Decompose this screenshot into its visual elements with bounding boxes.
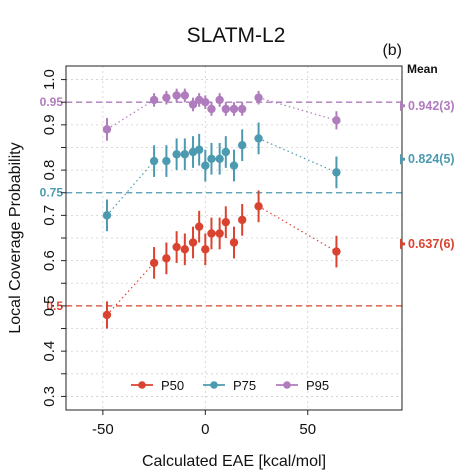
axes: 0.3 0.4 0.5 0.6 0.7 0.8 0.9 1.0 -50 0 50 [41,69,316,438]
panel-label: (b) [382,42,402,59]
x-tick-label: 50 [299,421,316,438]
y-tick-label: 0.6 [41,250,58,271]
legend: P50 P75 P95 [131,378,329,393]
y-axis-label: Local Coverage Probability [7,142,24,333]
p75-point [229,161,239,170]
connector-lines [106,97,337,316]
p95-point [229,104,239,114]
p95-point [215,95,224,105]
p50-point [237,215,247,225]
p75-point [180,150,190,159]
p95-point [172,91,181,100]
y-tick-label: 0.9 [41,114,58,135]
p50-point [254,202,263,211]
y-tick-label: 1.0 [41,69,58,90]
p50-point [172,242,181,252]
p50-point [102,310,112,320]
y-tick-label: 0.3 [41,386,58,407]
p50-point [221,217,231,227]
p50-point [149,258,159,268]
p95-point [254,93,263,102]
p75-point [207,154,216,163]
mean-labels: 0.637(6) 0.824(5) 0.942(3) [400,99,455,251]
target-lines: 0.5 0.75 0.95 [40,95,402,313]
p75-point [254,134,263,143]
p50-mean-label: 0.637(6) [408,237,455,251]
p50-point [162,254,171,263]
legend-p75-marker [210,381,218,389]
y-tick-label: 0.7 [41,205,58,226]
p75-point [149,156,159,166]
p75-point [332,168,341,177]
p75-connector [106,160,155,216]
legend-p50-marker [138,381,146,389]
p95-point [237,104,247,114]
p75-point [237,141,247,150]
p95-point [221,104,231,114]
p75-mean-label: 0.824(5) [408,152,455,166]
p95-point [188,100,198,109]
grid [66,66,402,410]
p75-target-label: 0.75 [40,186,64,200]
p75-point [172,150,181,159]
y-tick-label: 0.4 [41,341,58,362]
p50-point [229,238,239,247]
x-tick-label: -50 [92,421,114,438]
p50-point [201,245,210,254]
p50-point [194,222,204,231]
y-tick-label: 0.8 [41,160,58,181]
x-tick-label: 0 [201,421,209,438]
p50-point [215,229,224,238]
mean-header: Mean [407,62,438,76]
p50-connector [106,262,155,316]
p95-connector [258,97,337,121]
p95-point [207,104,216,114]
x-axis-label: Calculated EAE [kcal/mol] [142,453,326,470]
p95-mean-label: 0.942(3) [408,99,455,113]
p50-point [188,238,198,247]
data-points [102,91,341,320]
legend-p95-marker [283,381,291,389]
p95-point [102,125,112,134]
p50-point [332,247,341,256]
p95-point [149,95,159,105]
legend-p50-label: P50 [161,378,184,393]
p50-point [207,229,216,238]
p95-point [162,93,171,102]
p95-target-label: 0.95 [40,95,64,109]
chart-title: SLATM-L2 [187,24,286,47]
legend-p75-label: P75 [233,378,256,393]
p75-point [201,161,210,170]
p75-point [162,156,171,166]
legend-p95-label: P95 [306,378,329,393]
p75-point [221,147,231,157]
p75-point [215,154,224,163]
p50-connector [258,205,337,253]
p95-connector [106,99,155,130]
y-tick-label: 0.5 [41,295,58,316]
p75-point [194,145,204,154]
p50-point [180,245,190,254]
p75-connector [258,137,337,173]
p95-point [201,98,210,107]
p95-point [332,116,341,125]
p50-target-label: 0.5 [46,299,63,313]
p95-point [180,91,190,100]
p75-point [102,211,112,220]
